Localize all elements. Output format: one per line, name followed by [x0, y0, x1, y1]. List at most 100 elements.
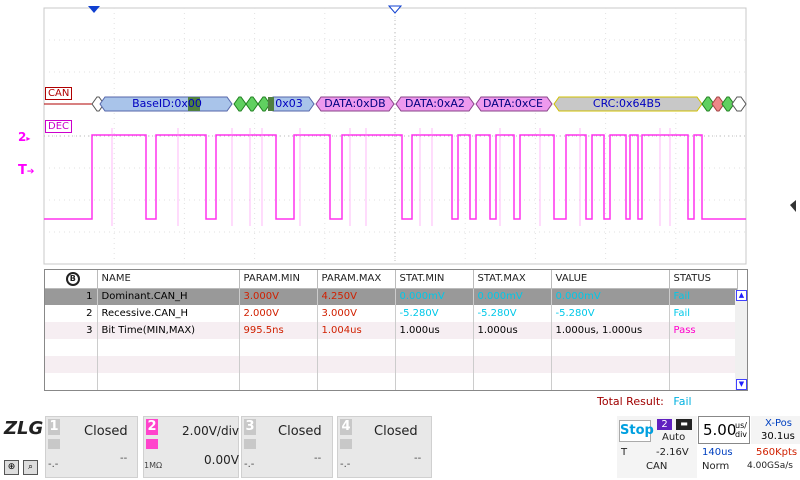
row-param-min: 2.000V — [239, 305, 318, 322]
ch3-number: 3 — [244, 419, 256, 435]
ch4-state: Closed — [374, 424, 418, 439]
table-row[interactable]: 1 Dominant.CAN_H 3.000V 4.250V 0.000mV 0… — [45, 288, 738, 305]
measurement-panel[interactable]: B NAME PARAM.MIN PARAM.MAX STAT.MIN STAT… — [44, 269, 748, 391]
eof-segment — [731, 96, 747, 112]
ch3-offset: -- — [314, 453, 322, 464]
row-status: Pass — [669, 322, 738, 339]
field-base-id: BaseID:0x00 — [132, 97, 202, 110]
table-scrollbar[interactable] — [735, 290, 747, 390]
row-status: Fail — [669, 288, 738, 305]
row-stat-max: -5.280V — [473, 305, 552, 322]
acquisition-mode: Norm — [702, 461, 730, 472]
trigger-level-marker[interactable]: T➔ — [18, 163, 35, 178]
center-marker — [387, 5, 403, 14]
total-result-label: Total Result: — [597, 395, 664, 408]
ch2-scale: 2.00V/div — [182, 424, 240, 438]
zoom-icon[interactable]: ⊕ — [4, 460, 19, 475]
trigger-mode: Auto — [662, 432, 686, 443]
ch1-panel[interactable]: 1 Closed -.- -- — [45, 416, 138, 478]
ch2-impedance: 1MΩ — [144, 461, 163, 470]
timebase-unit: us/div — [735, 421, 748, 439]
scroll-down-button[interactable]: ▼ — [736, 379, 747, 390]
timebase-box[interactable]: 5.00 us/div — [698, 416, 750, 444]
row-value: 1.000us, 1.000us — [551, 322, 670, 339]
ch4-number: 4 — [340, 419, 352, 435]
field-data-2: DATA:0xA2 — [405, 97, 465, 110]
row-param-min: 3.000V — [239, 288, 318, 305]
row-param-min: 995.5ns — [239, 322, 318, 339]
total-result-value: Fail — [673, 395, 692, 408]
row-value: 0.000mV — [551, 288, 670, 305]
ch2-number: 2 — [146, 419, 158, 435]
row-param-max: 1.004us — [317, 322, 396, 339]
scroll-up-button[interactable]: ▲ — [736, 290, 747, 301]
col-header-stat-min: STAT.MIN — [395, 270, 474, 289]
trigger-source: 2 — [657, 419, 672, 430]
col-header-stat-max: STAT.MAX — [473, 270, 552, 289]
data3-segment — [475, 96, 553, 112]
field-dlc: 0x03 — [275, 97, 303, 110]
ch2-panel[interactable]: 2 2.00V/div 1MΩ 0.00V — [143, 416, 239, 478]
ch1-state: Closed — [84, 424, 128, 439]
measure-icon[interactable]: B — [45, 270, 98, 289]
row-stat-min: -5.280V — [395, 305, 474, 322]
table-header-row: B NAME PARAM.MIN PARAM.MAX STAT.MIN STAT… — [45, 270, 738, 289]
ch4-impedance: -.- — [340, 459, 351, 470]
data1-segment — [315, 96, 395, 112]
row-value: -5.280V — [551, 305, 670, 322]
ch4-offset: -- — [414, 453, 422, 464]
trigger-position-marker — [88, 6, 100, 13]
row-index: 2 — [45, 305, 98, 322]
ch3-impedance: -.- — [244, 459, 255, 470]
ch3-state: Closed — [278, 424, 322, 439]
memory-points: 560Kpts — [756, 447, 798, 458]
ch1-coupling-icon — [48, 439, 60, 449]
row-stat-min: 0.000mV — [395, 288, 474, 305]
field-data-3: DATA:0xCE — [483, 97, 543, 110]
ch2-offset: 0.00V — [204, 453, 239, 467]
xpos-value: 30.1us — [761, 431, 795, 442]
ch2-marker-text: 2 — [18, 130, 27, 144]
ch4-panel[interactable]: 4 Closed -.- -- — [337, 416, 432, 478]
row-name: Recessive.CAN_H — [97, 305, 240, 322]
table-row-empty — [45, 356, 738, 373]
row-stat-min: 1.000us — [395, 322, 474, 339]
row-stat-max: 0.000mV — [473, 288, 552, 305]
ch2-coupling-icon — [146, 439, 158, 449]
ch1-number: 1 — [48, 419, 60, 435]
field-data-1: DATA:0xDB — [324, 97, 386, 110]
run-stop-button[interactable]: Stop — [619, 420, 654, 442]
waveform-display[interactable]: CAN DEC 2▸ T➔ BaseID:0x00 0x03 DATA:0xDB… — [0, 0, 800, 268]
zlg-logo: ZLG — [4, 418, 44, 439]
row-index: 1 — [45, 288, 98, 305]
xpos-box[interactable]: X-Pos 30.1us — [751, 416, 800, 444]
col-header-name: NAME — [97, 270, 240, 289]
ch3-panel[interactable]: 3 Closed -.- -- — [241, 416, 333, 478]
xpos-label: X-Pos — [765, 418, 792, 429]
table-row[interactable]: 2 Recessive.CAN_H 2.000V 3.000V -5.280V … — [45, 305, 738, 322]
trigger-t-label: T — [621, 447, 628, 458]
timebase-value: 5.00 — [703, 421, 737, 439]
table-row-empty — [45, 373, 738, 390]
can-channel-label: CAN — [45, 87, 73, 100]
col-header-param-max: PARAM.MAX — [317, 270, 396, 289]
row-param-max: 3.000V — [317, 305, 396, 322]
ch4-coupling-icon — [340, 439, 352, 449]
table-row-empty — [45, 339, 738, 356]
total-result: Total Result: Fail — [597, 395, 692, 408]
row-name: Bit Time(MIN,MAX) — [97, 322, 240, 339]
search-icon[interactable]: ⌕ — [23, 460, 38, 475]
table-row[interactable]: 3 Bit Time(MIN,MAX) 995.5ns 1.004us 1.00… — [45, 322, 738, 339]
trigger-marker-text: T — [18, 163, 27, 178]
trigger-type: CAN — [646, 461, 668, 472]
ch2-level-marker[interactable]: 2▸ — [18, 130, 31, 144]
row-param-max: 4.250V — [317, 288, 396, 305]
row-stat-max: 1.000us — [473, 322, 552, 339]
sample-rate: 4.00GSa/s — [747, 461, 793, 471]
ch3-coupling-icon — [244, 439, 256, 449]
trigger-level: -2.16V — [656, 447, 689, 458]
row-index: 3 — [45, 322, 98, 339]
rtr-bit — [188, 97, 200, 111]
can-waveform-trace — [44, 134, 746, 220]
decode-channel-label: DEC — [45, 120, 73, 133]
